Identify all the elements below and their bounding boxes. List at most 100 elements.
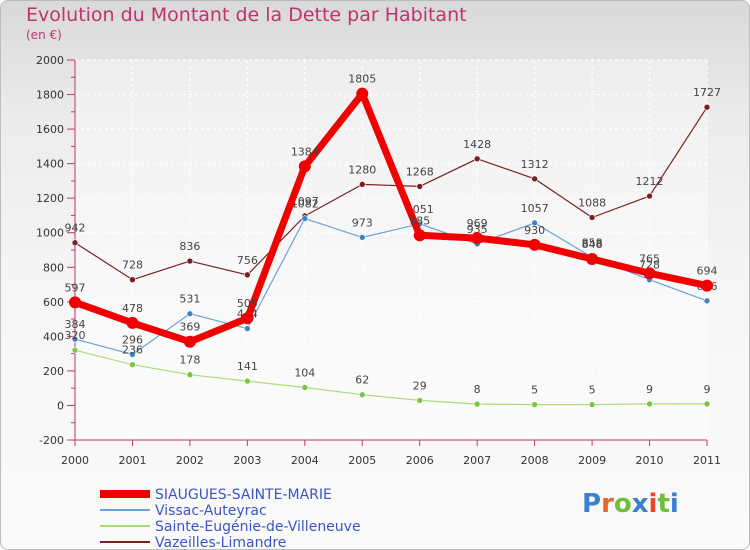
data-label: 756 <box>237 254 258 267</box>
data-label: 694 <box>697 265 718 278</box>
data-point <box>241 312 254 325</box>
data-point <box>244 377 251 385</box>
data-point <box>244 271 251 279</box>
data-label: 1384 <box>291 145 319 158</box>
data-point <box>528 238 541 251</box>
data-point <box>413 229 426 242</box>
x-tick-label: 2003 <box>233 454 261 467</box>
y-tick-label: 1000 <box>36 227 64 240</box>
data-point <box>129 351 136 358</box>
data-point <box>71 239 79 247</box>
series-line <box>71 90 711 346</box>
data-label: 62 <box>355 374 369 387</box>
logo-letter: r <box>601 489 614 519</box>
data-point <box>186 371 194 379</box>
x-tick-label: 2007 <box>463 454 491 467</box>
logo-letter: x <box>631 489 649 519</box>
data-point <box>646 400 653 408</box>
data-point <box>71 335 79 343</box>
data-label: 1097 <box>291 195 319 208</box>
data-point <box>358 391 366 399</box>
data-point <box>471 232 484 245</box>
data-label: 141 <box>237 360 258 373</box>
logo-letter: i <box>648 489 658 519</box>
series-line <box>74 349 708 406</box>
y-tick-label: 1800 <box>36 89 64 102</box>
data-label: 1428 <box>463 138 491 151</box>
data-point <box>588 401 596 408</box>
data-label: 1312 <box>521 158 549 171</box>
data-point <box>416 397 424 404</box>
data-label: 836 <box>179 240 200 253</box>
data-label: 858 <box>582 236 603 249</box>
data-label: 985 <box>409 214 430 227</box>
data-label: 5 <box>531 384 538 397</box>
data-point <box>703 400 711 408</box>
data-point <box>301 215 309 222</box>
x-tick-label: 2004 <box>291 454 319 467</box>
data-label: 973 <box>352 216 373 229</box>
x-tick-label: 2005 <box>348 454 376 467</box>
data-point <box>358 234 366 241</box>
data-point <box>531 219 538 227</box>
y-tick-label: 400 <box>43 330 64 343</box>
x-tick-label: 2009 <box>578 454 606 467</box>
y-tick-label: 1600 <box>36 123 64 136</box>
proxiti-logo: Proxiti <box>582 489 679 519</box>
data-label: 1212 <box>636 175 664 188</box>
data-label: 930 <box>524 224 545 237</box>
data-label: 1805 <box>348 73 376 86</box>
x-tick-label: 2008 <box>521 454 549 467</box>
series-line <box>74 106 708 281</box>
y-tick-label: 1200 <box>36 192 64 205</box>
legend-label: SIAUGUES-SAINTE-MARIE <box>155 487 332 503</box>
logo-letter: P <box>582 489 602 519</box>
legend-label: Vazeilles-Limandre <box>155 535 286 550</box>
x-tick-label: 2006 <box>406 454 434 467</box>
legend-label: Sainte-Eugénie-de-Villeneuve <box>155 519 361 535</box>
data-label: 1268 <box>406 165 434 178</box>
data-label: 597 <box>65 281 86 294</box>
data-point <box>298 160 311 173</box>
data-point <box>701 279 713 292</box>
data-label: 320 <box>65 329 86 342</box>
data-label: 1057 <box>521 202 549 215</box>
plot-area <box>75 60 707 440</box>
y-tick-label: -200 <box>39 434 64 447</box>
x-tick-label: 2011 <box>693 454 721 467</box>
y-tick-label: 2000 <box>36 54 64 67</box>
data-label: 384 <box>65 318 86 331</box>
data-label: 942 <box>65 222 86 235</box>
data-point <box>646 192 653 200</box>
data-label: 478 <box>122 302 143 315</box>
data-point <box>186 257 194 265</box>
data-point <box>356 87 369 100</box>
data-label: 531 <box>179 293 200 306</box>
data-point <box>703 103 711 111</box>
logo-letter: i <box>669 489 679 519</box>
data-point <box>588 214 596 221</box>
data-point <box>129 276 136 284</box>
data-point <box>473 155 481 163</box>
y-tick-label: 800 <box>43 261 64 274</box>
data-label: 9 <box>646 383 653 396</box>
data-point <box>71 346 79 354</box>
y-tick-label: 200 <box>43 365 64 378</box>
data-point <box>643 267 656 280</box>
data-label: 728 <box>122 259 143 272</box>
x-tick-label: 2010 <box>636 454 664 467</box>
logo-letter: o <box>613 489 632 519</box>
data-label: 969 <box>467 217 488 230</box>
x-tick-label: 2001 <box>118 454 146 467</box>
data-point <box>301 384 309 391</box>
data-label: 765 <box>639 252 660 265</box>
chart-title: Evolution du Montant de la Dette par Hab… <box>26 4 467 26</box>
y-tick-label: 1400 <box>36 158 64 171</box>
data-label: 5 <box>589 384 596 397</box>
data-point <box>69 296 81 309</box>
data-point <box>126 316 139 329</box>
data-label: 296 <box>122 334 143 347</box>
data-point <box>129 361 136 368</box>
data-point <box>531 401 538 408</box>
